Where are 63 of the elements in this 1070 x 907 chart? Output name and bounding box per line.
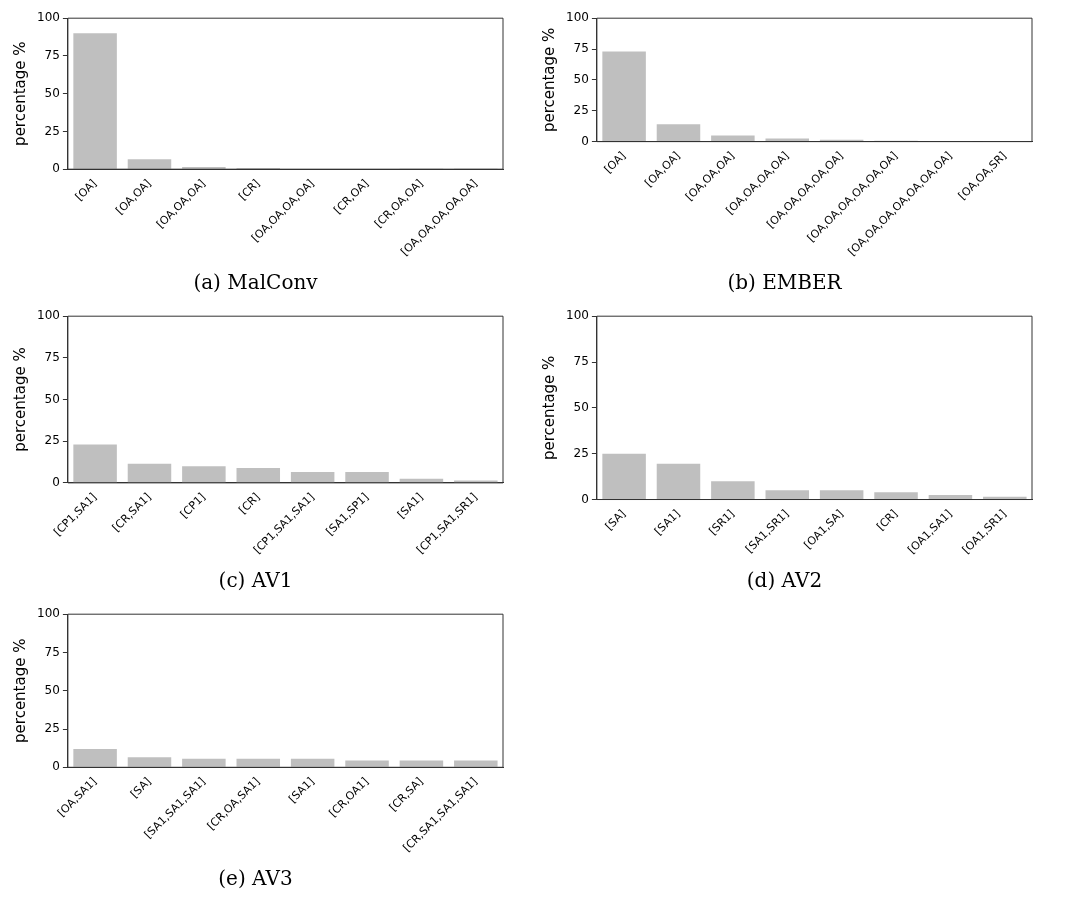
y-tick-label: 50 [44,85,60,100]
y-axis-title: percentage % [10,638,29,743]
y-tick-label: 100 [37,10,60,25]
y-tick-label: 50 [573,399,589,414]
bar [819,490,864,500]
y-tick-label: 25 [44,433,60,448]
y-tick-label: 100 [566,308,589,323]
bar [711,135,755,142]
bar [602,51,646,142]
bar [874,492,918,500]
y-tick-label: 0 [52,475,60,489]
y-tick-label: 75 [44,48,60,63]
bar [656,463,701,500]
y-tick-label: 0 [581,491,589,506]
y-tick-label: 50 [44,682,60,697]
y-tick-label: 100 [37,308,60,323]
bar [656,124,701,142]
bar [73,33,117,169]
y-tick-label: 25 [44,721,60,736]
bar [711,481,755,500]
y-axis-title: percentage % [10,41,29,146]
text: (a) MalConv [193,270,319,295]
bar [454,480,498,483]
text: (d) AV2 [746,568,823,593]
y-tick-label: 25 [44,123,60,138]
bar [399,760,444,767]
bar [765,490,810,500]
bar [983,496,1027,500]
bar [127,159,172,169]
y-tick-label: 75 [573,354,589,369]
bar [290,758,335,767]
y-tick-label: 50 [44,391,60,406]
bar [345,760,389,767]
text: (b) EMBER [727,270,843,295]
bar [236,467,281,483]
bar [290,472,335,483]
bar [454,760,498,767]
bar [73,444,117,483]
bar [602,453,646,500]
y-tick-label: 25 [573,445,589,460]
y-tick-label: 25 [573,102,589,117]
bar [928,494,973,500]
bar [182,758,226,767]
y-tick-label: 0 [581,133,589,148]
y-axis-title: percentage % [10,347,29,452]
bar [73,748,117,767]
y-tick-label: 75 [44,349,60,364]
bar [182,466,226,483]
y-tick-label: 100 [566,10,589,25]
y-tick-label: 0 [52,759,60,774]
y-axis-title: percentage % [539,27,558,133]
y-tick-label: 100 [37,606,60,621]
y-axis-title: percentage % [539,355,558,461]
bar [345,472,389,483]
text: (c) AV1 [218,568,293,593]
y-tick-label: 75 [573,41,589,56]
y-tick-label: 75 [44,644,60,659]
bar [127,757,172,767]
y-tick-label: 0 [52,161,60,176]
y-tick-label: 50 [573,72,589,87]
bar [127,463,172,483]
bar [236,758,281,767]
text: (e) AV3 [218,866,293,891]
